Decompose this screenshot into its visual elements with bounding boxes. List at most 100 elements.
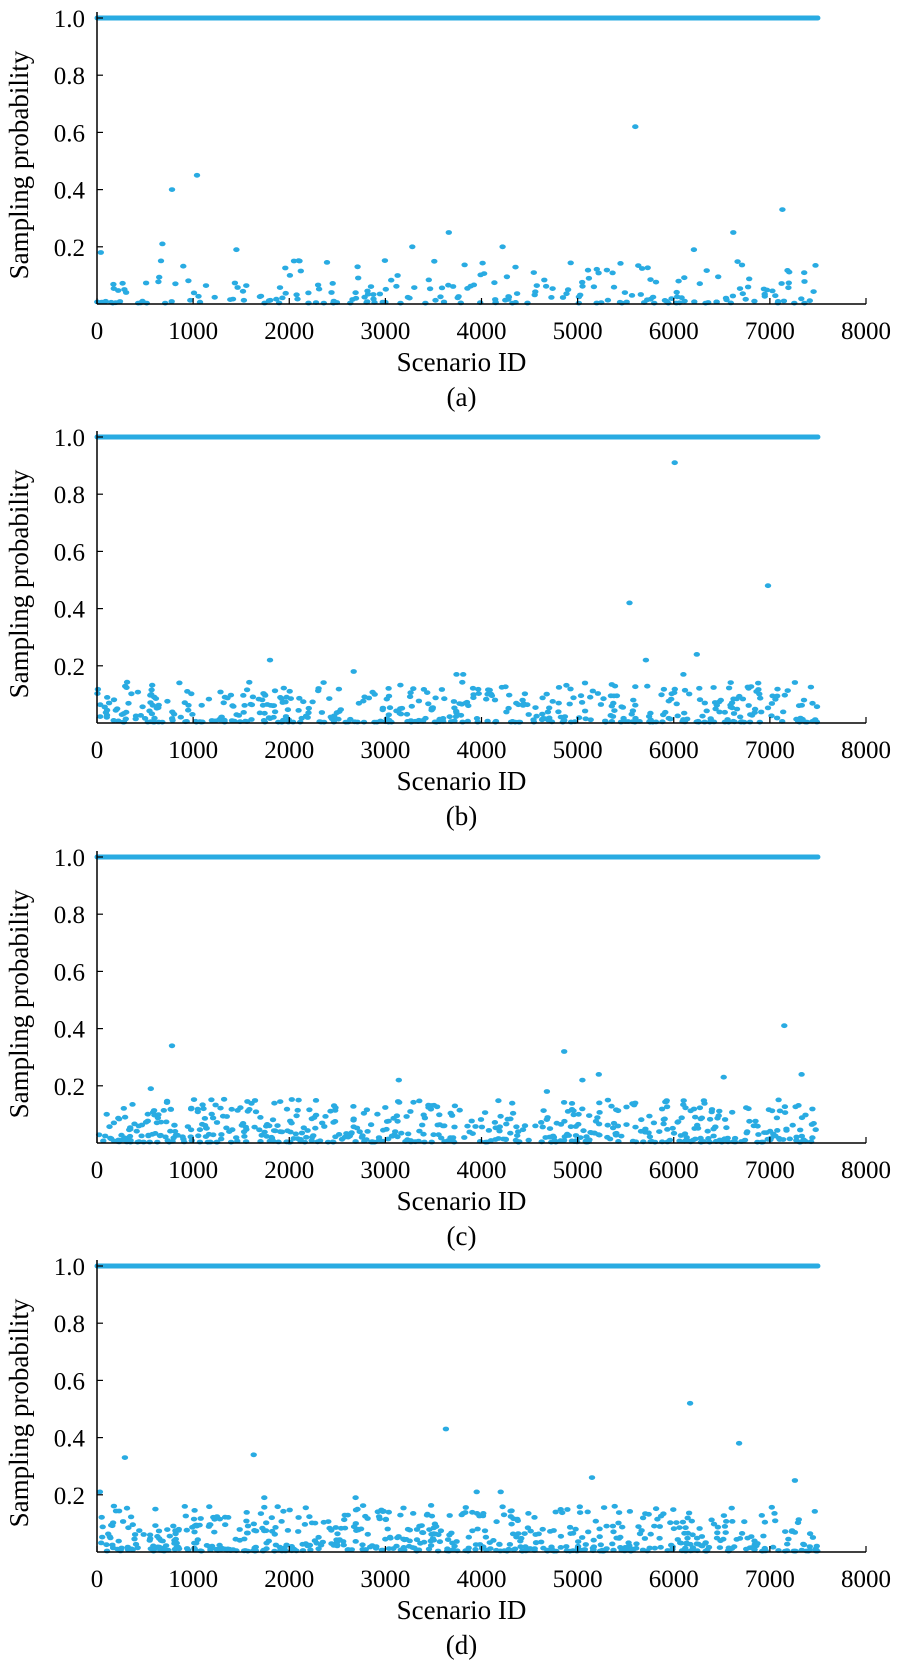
data-point (190, 1097, 198, 1102)
data-point (446, 1532, 453, 1538)
scatter-points (95, 1023, 819, 1145)
data-point (468, 1118, 475, 1124)
data-point (341, 1512, 348, 1518)
data-point (773, 1115, 781, 1121)
data-point (473, 716, 481, 721)
data-point (183, 1546, 191, 1551)
data-point (410, 1099, 417, 1105)
outlier-point (671, 460, 678, 466)
data-point (239, 288, 247, 294)
data-point (450, 699, 458, 704)
x-tick-label: 4000 (457, 737, 507, 764)
data-point (576, 1504, 583, 1510)
data-point (97, 714, 104, 719)
data-point (309, 699, 316, 705)
data-point (557, 1533, 565, 1539)
data-point (693, 1541, 701, 1547)
data-point (755, 687, 762, 692)
data-point (300, 1125, 307, 1131)
data-point (294, 1107, 301, 1113)
outlier-point (764, 583, 772, 589)
data-point (673, 701, 680, 707)
data-point (450, 1139, 458, 1145)
data-point (506, 1542, 514, 1547)
data-point (678, 1115, 685, 1121)
data-point (740, 719, 748, 725)
data-point (561, 1118, 568, 1124)
outlier-point (561, 1049, 568, 1054)
data-point (132, 716, 139, 722)
data-point (243, 687, 251, 693)
data-point (575, 715, 583, 721)
data-point (791, 300, 798, 306)
outlier-point (453, 672, 460, 677)
data-point (809, 1106, 816, 1112)
data-point (567, 686, 574, 692)
data-point (514, 1516, 521, 1522)
outlier-point (395, 1077, 402, 1083)
data-point (806, 1531, 814, 1537)
data-point (240, 297, 248, 303)
data-point (236, 1527, 243, 1532)
data-point (516, 719, 524, 725)
data-point (756, 691, 763, 697)
data-point (593, 266, 600, 272)
data-point (305, 705, 312, 711)
data-point (456, 1107, 463, 1113)
data-point (220, 700, 227, 706)
data-point (446, 714, 453, 720)
data-point (138, 1122, 146, 1128)
data-point (502, 1137, 509, 1143)
data-point (286, 1507, 293, 1513)
data-point (374, 1111, 381, 1117)
data-point (257, 293, 265, 299)
data-point (587, 717, 594, 723)
data-point (809, 700, 816, 706)
data-point (681, 298, 688, 304)
data-point (707, 716, 714, 721)
data-point (407, 690, 414, 696)
data-point (517, 1544, 524, 1550)
scatter-points (96, 1400, 821, 1554)
data-point (170, 1523, 177, 1529)
data-point (359, 1133, 366, 1139)
data-point (241, 1134, 248, 1139)
data-point (651, 1139, 659, 1145)
data-point (234, 1108, 241, 1113)
data-point (307, 1547, 314, 1553)
data-point (491, 1120, 499, 1125)
x-tick-label: 1000 (168, 737, 218, 764)
y-tick-label: 0.2 (54, 1074, 85, 1101)
data-point (608, 1103, 615, 1109)
data-point (566, 1548, 574, 1554)
data-point (521, 691, 529, 697)
data-point (461, 1135, 468, 1140)
data-point (509, 1110, 517, 1116)
data-point (625, 1540, 632, 1546)
x-tick-label: 5000 (553, 1566, 603, 1593)
data-point (669, 1125, 676, 1131)
data-point (303, 1134, 310, 1140)
data-point (628, 711, 635, 717)
data-point (564, 1131, 571, 1137)
data-point (813, 704, 821, 710)
y-tick-label: 0.8 (54, 63, 85, 90)
data-point (809, 1535, 817, 1540)
data-point (611, 708, 618, 713)
data-point (122, 683, 129, 689)
data-point (684, 1515, 691, 1521)
data-point (430, 1132, 437, 1138)
data-point (457, 712, 465, 718)
data-point (283, 694, 290, 700)
data-point (669, 1546, 676, 1552)
data-point (334, 1531, 341, 1537)
data-point (681, 687, 689, 693)
data-point (760, 1533, 767, 1539)
data-point (646, 1134, 654, 1140)
data-point (760, 286, 768, 292)
data-point (424, 690, 431, 695)
data-point (575, 1111, 582, 1117)
data-point (202, 283, 210, 288)
data-point (703, 268, 710, 273)
data-point (604, 297, 612, 303)
